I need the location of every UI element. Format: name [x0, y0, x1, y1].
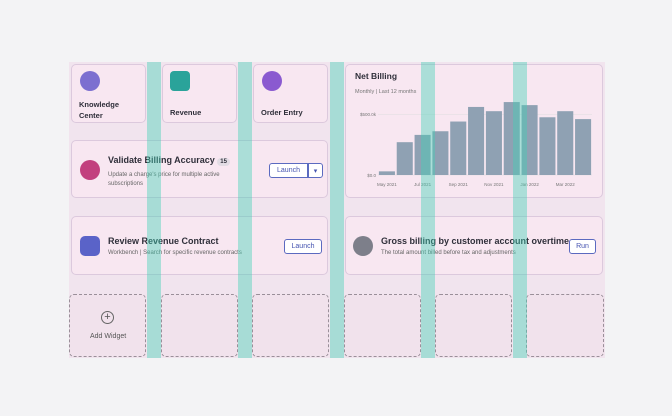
badge: 15 — [217, 158, 230, 166]
bar — [414, 134, 431, 175]
description: Workbench | Search for specific revenue … — [108, 250, 242, 256]
run-button[interactable]: Run — [569, 239, 596, 254]
gutter-stripe — [147, 62, 161, 358]
chart: Net Billing Monthly | Last 12 months $0.… — [355, 71, 592, 187]
empty-slot — [435, 294, 512, 357]
x-tick-label: May 2021 — [377, 182, 397, 187]
bar — [396, 142, 413, 175]
validate-card: Validate Billing Accuracy 15 Update a ch… — [71, 140, 328, 198]
empty-slot — [161, 294, 238, 357]
description: Update a charge's price for multiple act… — [108, 172, 220, 187]
x-tick-label: Nov 2021 — [484, 182, 504, 187]
title: Gross billing by customer account overti… — [381, 236, 570, 246]
y-tick-label: $0.0 — [367, 173, 376, 178]
chart-card: Net Billing Monthly | Last 12 months $0.… — [345, 64, 603, 198]
bar — [503, 102, 520, 175]
gutter-stripe — [238, 62, 252, 358]
title: Validate Billing Accuracy 15 — [108, 155, 230, 166]
gutter-stripe — [330, 62, 344, 358]
gross-card: Gross billing by customer account overti… — [345, 216, 603, 275]
chart-title: Net Billing — [355, 71, 397, 81]
bar — [575, 119, 592, 175]
order-card[interactable]: Order Entry — [253, 64, 328, 123]
launch-button[interactable]: Launch — [269, 163, 308, 178]
label: Knowledge Center — [79, 100, 120, 120]
bar — [378, 171, 395, 175]
empty-slot — [526, 294, 604, 357]
bar — [468, 106, 485, 175]
dropdown-button[interactable]: ▾ — [308, 163, 323, 178]
title-text: Validate Billing Accuracy — [108, 155, 215, 165]
x-tick-label: Sep 2021 — [449, 182, 469, 187]
gutter-stripe — [513, 62, 527, 358]
revenue-card[interactable]: Revenue — [162, 64, 237, 123]
review-card: Review Revenue Contract Workbench | Sear… — [71, 216, 328, 275]
bar — [450, 121, 467, 175]
icon — [80, 160, 100, 180]
description: The total amount billed before tax and a… — [381, 250, 516, 256]
label: Order Entry — [261, 108, 303, 117]
bar — [539, 117, 556, 175]
launch-button[interactable]: Launch — [284, 239, 322, 254]
add-widget[interactable]: + Add Widget — [69, 294, 146, 357]
x-tick-label: Jul 2021 — [414, 182, 432, 187]
plus-icon: + — [101, 311, 114, 324]
icon — [170, 71, 190, 91]
bar — [485, 111, 502, 175]
y-tick-label: $500.0k — [360, 112, 377, 117]
bar — [432, 131, 449, 175]
gutter-stripe — [421, 62, 435, 358]
knowledge-card[interactable]: Knowledge Center — [71, 64, 146, 123]
label: Revenue — [170, 108, 202, 117]
x-tick-label: Jan 2022 — [520, 182, 539, 187]
icon — [80, 236, 100, 256]
bar — [521, 105, 538, 175]
x-tick-label: Mar 2022 — [556, 182, 576, 187]
icon — [353, 236, 373, 256]
empty-slot — [344, 294, 421, 357]
label: Add Widget — [90, 333, 127, 340]
icon — [80, 71, 100, 91]
icon — [262, 71, 282, 91]
bar — [557, 111, 574, 175]
empty-slot — [252, 294, 329, 357]
title: Review Revenue Contract — [108, 236, 219, 246]
chart-subtitle: Monthly | Last 12 months — [355, 89, 417, 95]
